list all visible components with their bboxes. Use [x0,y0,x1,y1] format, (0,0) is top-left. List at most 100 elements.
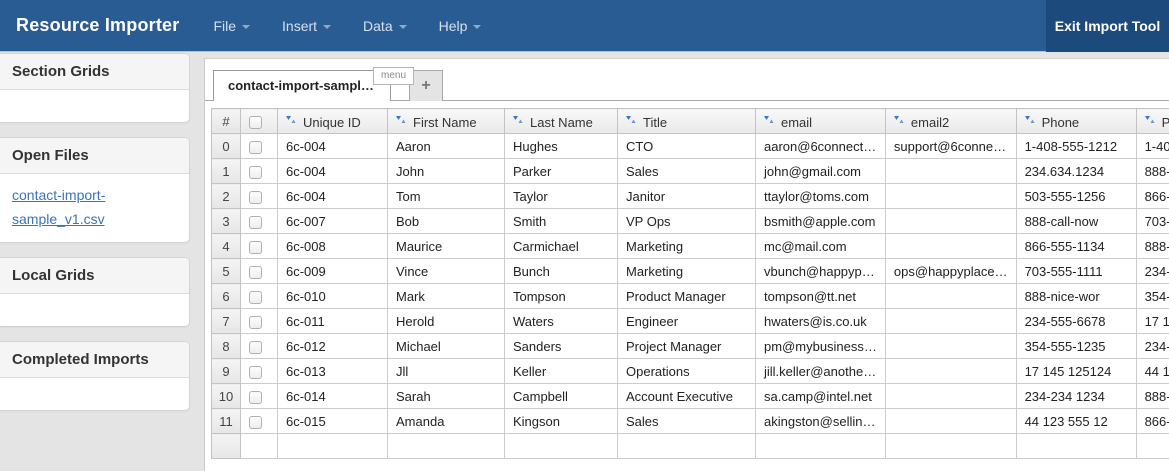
grid-cell[interactable]: Tompson [504,283,618,309]
grid-cell[interactable]: Sales [617,408,756,434]
grid-cell[interactable] [755,433,886,459]
open-file-link[interactable]: contact-import-sample_v1.csv [12,187,106,227]
column-header-title[interactable]: Title [617,108,756,134]
grid-cell[interactable]: 17 145 125124 [1015,358,1137,384]
grid-cell[interactable] [884,158,1017,184]
grid-cell[interactable]: John [387,158,505,184]
tab-menu-button[interactable]: menu [373,67,415,85]
grid-cell[interactable]: 6c-009 [277,258,388,284]
row-number-cell[interactable]: 4 [211,233,241,259]
menu-help[interactable]: Help [423,0,498,51]
grid-cell[interactable]: ttaylor@toms.com [755,183,886,209]
grid-cell[interactable]: 888-cal [1135,158,1169,184]
grid-cell[interactable]: 503-555-1256 [1015,183,1137,209]
grid-cell[interactable]: 6c-011 [277,308,388,334]
grid-cell[interactable]: 234-555-6678 [1015,308,1137,334]
tab-contact-import-sample[interactable]: contact-import-sample_v… [213,70,391,101]
grid-cell[interactable]: Product Manager [617,283,756,309]
grid-cell[interactable]: Janitor [617,183,756,209]
grid-cell[interactable]: Jll [387,358,505,384]
grid-cell[interactable]: john@gmail.com [755,158,886,184]
grid-cell[interactable]: 6c-007 [277,208,388,234]
row-checkbox[interactable] [249,390,262,404]
row-number-cell[interactable]: 7 [211,308,241,334]
grid-cell[interactable]: 354-55 [1135,283,1169,309]
grid-cell[interactable]: Taylor [504,183,618,209]
grid-cell[interactable]: VP Ops [617,208,756,234]
grid-cell[interactable]: 17 145 [1135,308,1169,334]
grid-cell[interactable] [884,408,1017,434]
row-checkbox[interactable] [249,190,262,204]
row-number-cell[interactable]: 1 [211,158,241,184]
grid-cell[interactable] [884,308,1017,334]
grid-cell[interactable]: bsmith@apple.com [755,208,886,234]
grid-cell[interactable]: Campbell [504,383,618,409]
row-checkbox[interactable] [249,215,262,229]
grid-cell[interactable]: 888-call-now [1015,208,1137,234]
grid-cell[interactable] [884,433,1017,459]
grid-cell[interactable]: tompson@tt.net [755,283,886,309]
grid-cell[interactable]: 888-cal [1135,383,1169,409]
grid-cell[interactable] [884,183,1017,209]
grid-cell[interactable]: pm@mybusiness… [755,333,886,359]
grid-cell[interactable]: Parker [504,158,618,184]
grid-cell[interactable]: Herold [387,308,505,334]
row-number-cell[interactable]: 9 [211,358,241,384]
menu-insert[interactable]: Insert [266,0,347,51]
grid-cell[interactable]: 6c-015 [277,408,388,434]
grid-cell[interactable] [1135,433,1169,459]
grid-cell[interactable]: Hughes [504,133,618,159]
grid-cell[interactable] [617,433,756,459]
row-number-cell[interactable]: 10 [211,383,241,409]
grid-cell[interactable]: support@6conne… [884,133,1017,159]
grid-cell[interactable]: 1-408-5 [1135,133,1169,159]
row-number-cell[interactable]: 2 [211,183,241,209]
grid-cell[interactable] [884,383,1017,409]
menu-file[interactable]: File [197,0,266,51]
row-number-cell[interactable] [211,433,241,459]
grid-cell[interactable]: jill.keller@anothe… [755,358,886,384]
grid-cell[interactable]: vbunch@happyp… [755,258,886,284]
grid-cell[interactable]: Engineer [617,308,756,334]
row-checkbox[interactable] [249,340,262,354]
grid-cell[interactable]: 354-555-1235 [1015,333,1137,359]
grid-cell[interactable]: 6c-004 [277,183,388,209]
grid-cell[interactable]: 234.634.1234 [1015,158,1137,184]
grid-cell[interactable]: 888-nice-wor [1015,283,1137,309]
grid-cell[interactable]: 6c-008 [277,233,388,259]
grid-cell[interactable]: 44 123 [1135,358,1169,384]
grid-cell[interactable]: 1-408-555-1212 [1015,133,1137,159]
grid-cell[interactable]: 44 123 555 12 [1015,408,1137,434]
grid-cell[interactable]: ops@happyplace… [884,258,1017,284]
row-checkbox[interactable] [249,140,262,154]
row-checkbox[interactable] [249,240,262,254]
grid-cell[interactable] [884,358,1017,384]
grid-cell[interactable]: 866-55 [1135,183,1169,209]
grid-cell[interactable]: mc@mail.com [755,233,886,259]
grid-cell[interactable] [884,233,1017,259]
grid-cell[interactable]: Operations [617,358,756,384]
grid-cell[interactable]: 6c-004 [277,158,388,184]
grid-cell[interactable]: Michael [387,333,505,359]
grid-cell[interactable]: Mark [387,283,505,309]
grid-cell[interactable]: 234-234 1234 [1015,383,1137,409]
row-number-cell[interactable]: 11 [211,408,241,434]
row-number-cell[interactable]: 0 [211,133,241,159]
column-header-unique-id[interactable]: Unique ID [277,108,388,134]
grid-cell[interactable]: 888-nic [1135,233,1169,259]
grid-cell[interactable]: sa.camp@intel.net [755,383,886,409]
grid-cell[interactable]: 703-555-1111 [1015,258,1137,284]
menu-data[interactable]: Data [347,0,423,51]
column-header-phone[interactable]: Phone [1015,108,1137,134]
grid-cell[interactable] [884,283,1017,309]
exit-import-tool-button[interactable]: Exit Import Tool [1046,0,1169,52]
row-checkbox[interactable] [249,365,262,379]
grid-cell[interactable]: 703-55 [1135,208,1169,234]
grid-cell[interactable] [277,433,388,459]
grid-cell[interactable]: Sarah [387,383,505,409]
row-checkbox[interactable] [249,165,262,179]
grid-cell[interactable]: Aaron [387,133,505,159]
grid-cell[interactable]: Carmichael [504,233,618,259]
grid-cell[interactable]: Smith [504,208,618,234]
column-header-phone[interactable]: Phone [1135,108,1169,134]
